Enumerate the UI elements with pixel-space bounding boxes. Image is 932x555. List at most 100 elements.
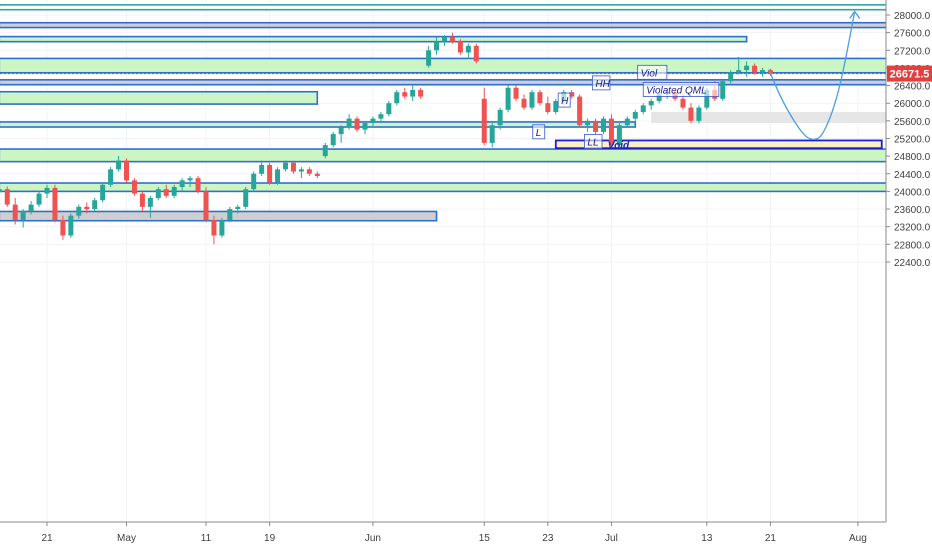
candle-body	[243, 189, 249, 207]
candle-body	[187, 178, 193, 181]
candle-body	[354, 118, 360, 130]
candle-body	[155, 189, 161, 199]
annotation-label: HH	[595, 79, 610, 90]
candle-body	[489, 125, 495, 143]
price-tick-label: 22800.0	[894, 240, 931, 251]
candle-body	[36, 193, 42, 205]
candle-body	[251, 173, 257, 190]
candle-body	[680, 98, 686, 108]
candle-body	[505, 87, 511, 110]
candle-body	[632, 112, 638, 119]
price-ticks: 28000.027600.027200.026800.026400.026000…	[886, 11, 931, 269]
candle-body	[68, 215, 74, 236]
candle-body	[4, 189, 10, 205]
candle-body	[585, 120, 591, 126]
price-axis-background[interactable]	[886, 0, 932, 550]
last-price-label: 26671.5	[890, 69, 930, 81]
annotation-box	[532, 124, 546, 140]
candle-body	[481, 98, 487, 143]
candle-body	[736, 70, 742, 73]
candle-body	[163, 189, 169, 196]
annotation-label: Violated QML	[646, 85, 706, 96]
candle-body	[330, 134, 336, 146]
candle-body	[497, 109, 503, 126]
price-tick-label: 25600.0	[894, 117, 931, 128]
candle-body	[569, 92, 575, 97]
candle-body	[720, 81, 726, 99]
candle-body	[521, 98, 527, 108]
annotation-label: LL	[587, 138, 598, 149]
price-tick-label: 26000.0	[894, 99, 931, 110]
candle-body	[394, 92, 400, 104]
time-tick-label: 21	[765, 533, 777, 544]
green-zone	[0, 148, 886, 163]
candle-body	[362, 123, 368, 130]
candle-body	[108, 169, 114, 185]
green-zone	[0, 182, 886, 193]
candle-body	[100, 184, 106, 201]
candle-body	[593, 120, 599, 132]
candle-body	[267, 164, 273, 183]
candle-body	[704, 89, 710, 108]
time-axis-background[interactable]	[0, 522, 886, 550]
candle-body	[529, 92, 535, 108]
annotation-label: L	[536, 128, 542, 139]
green-zone	[0, 4, 886, 11]
candle-body	[322, 145, 328, 157]
candle-body	[640, 105, 646, 113]
candle-body	[52, 187, 58, 221]
candle-body	[139, 193, 145, 207]
candle-body	[28, 204, 34, 212]
candle-body	[608, 118, 614, 146]
time-tick-label: May	[117, 533, 136, 544]
candle-body	[131, 180, 137, 194]
price-tick-label: 27600.0	[894, 29, 931, 40]
candle-body	[195, 178, 201, 192]
candle-body	[465, 45, 471, 53]
time-tick-label: 23	[542, 533, 554, 544]
candle-body	[306, 169, 312, 174]
price-tick-label: 27200.0	[894, 46, 931, 57]
candle-body	[290, 162, 296, 172]
candle-body	[624, 118, 630, 126]
candle-body	[314, 173, 320, 176]
candle-body	[338, 127, 344, 135]
candle-body	[84, 206, 90, 210]
candles-layer	[0, 32, 773, 245]
candle-body	[545, 103, 551, 113]
time-tick-label: 19	[264, 533, 276, 544]
candle-body	[473, 45, 479, 62]
candle-body	[147, 198, 153, 207]
gray-zone	[0, 210, 438, 222]
annotation-box	[591, 75, 611, 91]
candle-body	[346, 118, 352, 128]
candle-body	[124, 160, 129, 181]
candle-body	[553, 100, 559, 113]
candle-body	[696, 107, 702, 121]
candle-body	[370, 118, 376, 124]
green-zone	[0, 121, 637, 128]
last-price-rect	[887, 65, 932, 82]
price-tick-label: 24000.0	[894, 187, 931, 198]
price-tick-label: 24400.0	[894, 170, 931, 181]
candle-body	[760, 70, 765, 73]
candle-body	[20, 211, 26, 221]
zones-layer	[0, 4, 886, 222]
gray-zone	[0, 79, 886, 86]
time-tick-label: Jul	[605, 533, 618, 544]
projection-curve	[768, 11, 856, 141]
candle-body	[434, 41, 440, 51]
candle-body	[211, 220, 217, 236]
price-tick-label: 23600.0	[894, 205, 931, 216]
candle-body	[219, 220, 225, 236]
candle-body	[76, 206, 82, 216]
candle-body	[728, 72, 734, 82]
candle-body	[283, 162, 288, 170]
candle-body	[577, 96, 583, 126]
time-tick-label: Jun	[365, 533, 381, 544]
time-ticks: 21 May 11 19 Jun 15 23 Jul 13 21 Aug	[41, 522, 867, 544]
candle-body	[378, 114, 384, 119]
annotation-label: Viol	[641, 68, 658, 79]
